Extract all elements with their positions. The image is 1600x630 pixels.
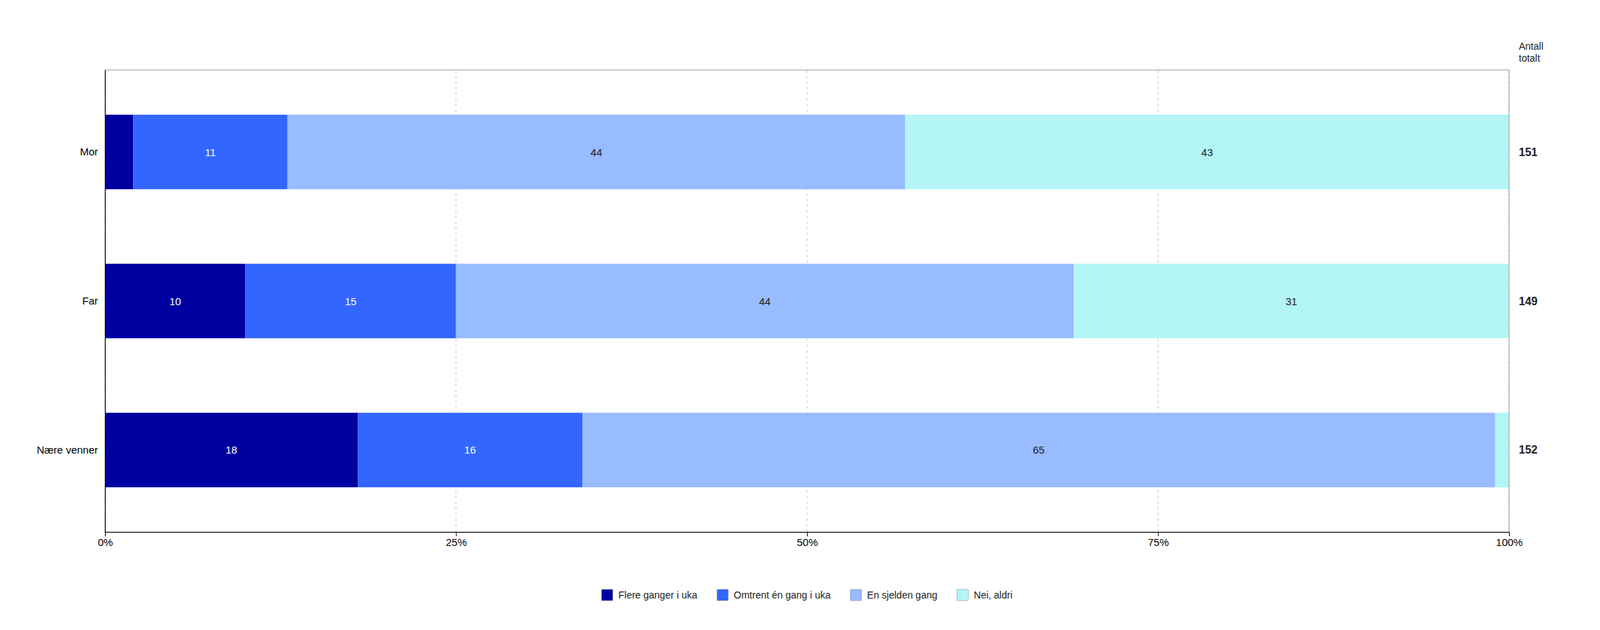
bar — [357, 412, 583, 488]
bar — [1073, 263, 1510, 339]
bar — [132, 114, 288, 189]
tick-label: 50% — [796, 536, 818, 549]
legend-swatch — [850, 589, 862, 601]
bar — [582, 412, 1496, 488]
x-axis: 0% 25% 50% 75% 100% — [97, 531, 1524, 549]
data-label: 15 — [345, 295, 357, 308]
legend-item: Flere ganger i uka — [601, 589, 698, 601]
tick: Far — [82, 294, 99, 307]
legend-label: Omtrent én gang i uka — [733, 589, 831, 601]
total-label: 149 — [1518, 295, 1538, 308]
tick: Mor — [79, 145, 98, 158]
tick-label: Mor — [79, 145, 98, 158]
axis-domain — [104, 70, 106, 533]
data-labels: 10 18 11 15 16 44 44 65 43 31 — [169, 146, 1297, 457]
legend-swatch — [956, 589, 968, 601]
tick: 50% — [796, 531, 818, 549]
legend-swatch — [601, 589, 613, 601]
totals-header: Antalltotalt — [1518, 40, 1544, 64]
tick-label: 0% — [97, 536, 114, 549]
bar — [287, 114, 906, 189]
total-label: 151 — [1518, 146, 1538, 159]
legend-item: Omtrent én gang i uka — [716, 589, 831, 601]
tick-label: Far — [82, 294, 99, 307]
data-label: 11 — [205, 146, 217, 159]
tick: Nære venner — [36, 443, 98, 456]
total-label: 152 — [1518, 443, 1538, 456]
data-label: 43 — [1201, 146, 1213, 159]
data-label: 10 — [169, 295, 182, 308]
legend-label: Flere ganger i uka — [618, 589, 698, 601]
legend-label: En sjelden gang — [867, 589, 938, 601]
data-label: 18 — [225, 443, 238, 456]
tick: 75% — [1147, 531, 1169, 549]
legend: Flere ganger i uka Omtrent én gang i uka E… — [601, 589, 1013, 601]
series — [904, 114, 1510, 488]
tick-label: 75% — [1147, 536, 1169, 549]
legend-label: Nei, aldri — [973, 589, 1013, 601]
bar — [104, 412, 358, 488]
chart: 10 18 11 15 16 44 44 65 43 31 0% 25% 50% 75% 100% Mor Fa… — [0, 0, 1600, 630]
y-axis: Mor Far Nære venner — [36, 70, 105, 533]
data-label: 44 — [758, 295, 771, 308]
grid — [104, 69, 1510, 532]
legend-swatch — [716, 589, 728, 601]
data-label: 44 — [590, 146, 603, 159]
bar — [1495, 412, 1510, 488]
tick-label: Nære venner — [36, 443, 98, 456]
tick: 100% — [1495, 531, 1523, 549]
bar — [104, 114, 133, 189]
tick: 0% — [97, 531, 114, 549]
plot-frame — [104, 69, 1510, 532]
bar — [104, 263, 246, 339]
data-label: 65 — [1033, 443, 1045, 456]
data-label: 16 — [464, 443, 476, 456]
bar — [904, 114, 1510, 189]
bar — [456, 263, 1075, 339]
bar — [245, 263, 457, 339]
legend-item: Nei, aldri — [956, 589, 1013, 601]
legend-item: En sjelden gang — [850, 589, 938, 601]
tick-label: 100% — [1495, 536, 1523, 549]
bars — [104, 114, 1510, 488]
data-label: 31 — [1285, 295, 1298, 308]
totals: 151 149 152 Antalltotalt — [1518, 40, 1544, 456]
tick-label: 25% — [445, 536, 467, 549]
tick: 25% — [445, 531, 467, 549]
plot: 10 18 11 15 16 44 44 65 43 31 0% 25% 50% 75% 100% Mor Fa… — [36, 40, 1544, 549]
